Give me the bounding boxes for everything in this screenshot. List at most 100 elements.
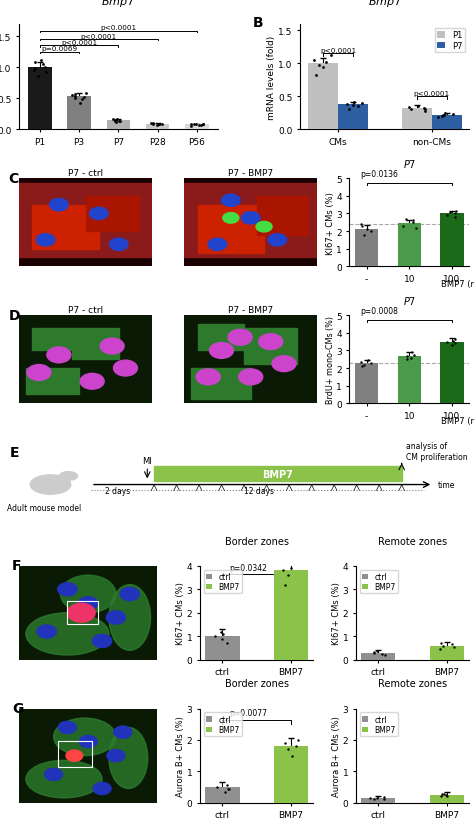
Bar <box>185 125 209 130</box>
Title: Border zones: Border zones <box>225 679 289 689</box>
Point <box>149 118 157 131</box>
Point <box>449 108 456 121</box>
Point <box>292 740 300 753</box>
Bar <box>401 109 432 130</box>
Point <box>421 104 428 117</box>
Point <box>451 211 458 224</box>
Circle shape <box>223 213 239 224</box>
Point <box>380 790 387 803</box>
Bar <box>32 206 99 249</box>
Point <box>407 351 415 364</box>
Circle shape <box>27 365 51 381</box>
Point <box>71 88 78 102</box>
Bar <box>274 746 308 803</box>
Point <box>349 100 357 113</box>
Bar <box>338 105 368 130</box>
Bar <box>184 183 317 258</box>
Point <box>449 335 456 348</box>
Point <box>366 791 374 804</box>
Point <box>370 646 378 659</box>
Point <box>158 118 165 131</box>
Bar <box>19 183 152 258</box>
Title: $P7$: $P7$ <box>403 158 416 170</box>
Point <box>294 734 301 747</box>
Title: $Bmp7$: $Bmp7$ <box>101 0 135 9</box>
Text: C: C <box>9 172 18 186</box>
Point <box>197 120 205 133</box>
Title: $P7$: $P7$ <box>403 295 416 307</box>
Text: BMP7 (ng/ml): BMP7 (ng/ml) <box>441 279 474 288</box>
Bar <box>205 636 239 660</box>
Point <box>420 102 428 115</box>
Point <box>71 91 78 104</box>
Point <box>218 625 225 638</box>
Point <box>290 557 297 570</box>
Bar <box>85 197 139 232</box>
Text: p<0.0001: p<0.0001 <box>81 34 117 39</box>
Point <box>200 119 207 132</box>
Point <box>315 59 322 72</box>
Point <box>223 637 231 650</box>
Circle shape <box>79 597 98 610</box>
Point <box>437 790 445 803</box>
Point <box>39 58 47 71</box>
Bar <box>107 120 130 130</box>
Circle shape <box>114 726 132 739</box>
Point <box>149 117 157 130</box>
Point <box>412 222 419 235</box>
Bar <box>198 324 244 351</box>
Point <box>440 110 448 123</box>
Point <box>77 97 84 111</box>
Circle shape <box>256 222 272 233</box>
Circle shape <box>239 369 263 385</box>
Point <box>112 116 119 129</box>
Point <box>452 205 459 218</box>
Text: p=0.0077: p=0.0077 <box>229 708 267 717</box>
Point <box>374 791 381 804</box>
Y-axis label: Aurora B+ CMs (%): Aurora B+ CMs (%) <box>176 715 185 796</box>
Y-axis label: KI67+ CMs (%): KI67+ CMs (%) <box>176 581 185 645</box>
Point <box>284 743 292 756</box>
Y-axis label: Aurora B+ CMs (%): Aurora B+ CMs (%) <box>332 715 341 796</box>
Point <box>452 337 459 351</box>
Point <box>288 749 295 762</box>
Bar <box>308 64 338 130</box>
Circle shape <box>228 330 252 346</box>
Circle shape <box>92 635 112 648</box>
Circle shape <box>30 475 71 495</box>
Point <box>31 57 39 70</box>
Point <box>327 50 335 63</box>
Legend: P1, P7: P1, P7 <box>435 29 465 53</box>
Title: P7 - ctrl: P7 - ctrl <box>68 306 103 315</box>
Point <box>350 96 358 109</box>
Circle shape <box>241 212 260 224</box>
Circle shape <box>107 749 125 762</box>
Point <box>280 564 287 577</box>
Point <box>34 70 42 84</box>
Point <box>30 65 37 78</box>
Point <box>114 114 121 127</box>
Point <box>358 360 365 373</box>
Bar <box>58 740 92 767</box>
Text: 12 days: 12 days <box>244 486 274 495</box>
Point <box>439 109 447 122</box>
Point <box>115 115 122 128</box>
Point <box>225 783 233 796</box>
Bar <box>355 230 378 267</box>
Text: BMP7 (ng/ml): BMP7 (ng/ml) <box>441 416 474 425</box>
Bar <box>198 206 264 254</box>
Text: BMP7: BMP7 <box>263 469 293 479</box>
Point <box>360 229 368 242</box>
Point <box>42 66 50 79</box>
Point <box>410 215 417 228</box>
Point <box>405 102 413 115</box>
Point <box>219 632 226 645</box>
Point <box>447 206 454 219</box>
Point <box>407 103 415 116</box>
Point <box>153 120 161 133</box>
Point <box>379 648 386 661</box>
Point <box>438 637 445 650</box>
Text: B: B <box>253 16 264 30</box>
Title: P7 - BMP7: P7 - BMP7 <box>228 170 273 179</box>
Point <box>373 645 381 658</box>
